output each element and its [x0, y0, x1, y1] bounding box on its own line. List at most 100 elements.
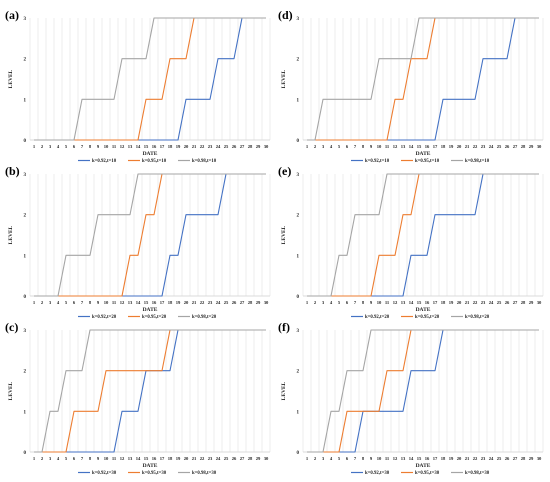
panel-label: (d): [278, 8, 293, 22]
y-tick-label: 1: [24, 410, 27, 415]
x-tick-label: 2: [314, 144, 317, 149]
x-tick-label: 6: [73, 456, 76, 461]
x-tick-label: 10: [104, 300, 109, 305]
x-tick-label: 23: [208, 456, 213, 461]
x-tick-label: 26: [232, 144, 237, 149]
x-tick-label: 7: [354, 456, 357, 461]
x-tick-label: 29: [256, 456, 261, 461]
y-tick-label: 1: [297, 410, 300, 415]
legend-label: k=0.92,t=20: [92, 315, 117, 320]
x-tick-label: 30: [264, 300, 269, 305]
x-tick-label: 30: [264, 456, 269, 461]
legend-label: k=0.95,t=10: [142, 159, 167, 164]
legend-label: k=0.98,t=10: [192, 159, 217, 164]
x-tick-label: 27: [513, 300, 518, 305]
series-line-1: [307, 17, 539, 141]
y-tick-label: 2: [24, 214, 27, 219]
x-tick-label: 4: [57, 144, 60, 149]
x-axis-title: DATE: [143, 463, 158, 469]
x-tick-label: 24: [489, 144, 494, 149]
x-tick-label: 17: [160, 300, 165, 305]
x-tick-label: 27: [240, 144, 245, 149]
x-tick-label: 10: [377, 456, 382, 461]
series-line-3: [307, 329, 539, 453]
y-tick-label: 0: [297, 139, 300, 144]
y-tick-label: 3: [297, 173, 300, 178]
y-tick-label: 2: [24, 370, 27, 375]
legend: k=0.92,t=30 k=0.95,t=30 k=0.98,t=30: [351, 471, 490, 476]
x-tick-label: 28: [521, 300, 526, 305]
x-tick-label: 16: [425, 456, 430, 461]
y-tick-label: 2: [24, 58, 27, 63]
x-tick-label: 3: [322, 456, 325, 461]
x-tick-label: 10: [104, 456, 109, 461]
x-tick-label: 8: [89, 456, 92, 461]
x-tick-label: 30: [537, 144, 542, 149]
x-tick-label: 20: [457, 300, 462, 305]
y-tick-label: 0: [24, 451, 27, 456]
x-tick-label: 11: [385, 456, 390, 461]
x-tick-label: 1: [306, 144, 309, 149]
x-tick-label: 21: [465, 456, 470, 461]
series-line-2: [34, 173, 266, 297]
x-tick-label: 26: [505, 456, 510, 461]
x-tick-label: 30: [264, 144, 269, 149]
x-tick-label: 15: [417, 300, 422, 305]
x-tick-label: 19: [449, 456, 454, 461]
x-tick-label: 6: [346, 144, 349, 149]
x-tick-label: 23: [208, 144, 213, 149]
x-tick-label: 5: [65, 300, 68, 305]
x-tick-label: 6: [73, 300, 76, 305]
x-tick-label: 12: [120, 300, 125, 305]
x-tick-label: 24: [216, 456, 221, 461]
series-line-1: [34, 173, 266, 297]
x-tick-label: 27: [513, 456, 518, 461]
y-axis-title: LEVEL: [8, 69, 14, 88]
x-tick-label: 25: [224, 144, 229, 149]
x-tick-label: 29: [256, 300, 261, 305]
x-tick-label: 14: [136, 144, 141, 149]
x-tick-label: 18: [168, 456, 173, 461]
x-tick-label: 13: [128, 144, 133, 149]
x-tick-label: 6: [346, 456, 349, 461]
y-tick-label: 0: [297, 295, 300, 300]
x-tick-label: 4: [330, 456, 333, 461]
x-tick-label: 9: [97, 300, 100, 305]
x-tick-label: 29: [529, 456, 534, 461]
x-tick-label: 20: [184, 144, 189, 149]
y-tick-label: 0: [24, 139, 27, 144]
y-tick-label: 2: [297, 370, 300, 375]
x-tick-label: 22: [473, 144, 478, 149]
x-tick-label: 7: [354, 300, 357, 305]
series-line-1: [34, 329, 266, 453]
x-axis-title: DATE: [143, 307, 158, 313]
x-tick-label: 28: [248, 144, 253, 149]
panel-label: (c): [5, 320, 18, 334]
x-tick-label: 10: [104, 144, 109, 149]
x-tick-label: 14: [409, 456, 414, 461]
x-tick-label: 8: [89, 144, 92, 149]
x-tick-label: 13: [401, 300, 406, 305]
x-tick-label: 13: [401, 144, 406, 149]
x-tick-label: 8: [362, 456, 365, 461]
x-tick-label: 19: [176, 300, 181, 305]
x-tick-label: 8: [362, 144, 365, 149]
legend-label: k=0.95,t=20: [142, 315, 167, 320]
legend: k=0.92,t=20 k=0.95,t=20 k=0.98,t=20: [351, 315, 490, 320]
legend-label: k=0.92,t=30: [365, 471, 390, 476]
x-tick-label: 25: [497, 456, 502, 461]
x-axis-title: DATE: [416, 307, 431, 313]
x-tick-label: 23: [481, 144, 486, 149]
x-tick-label: 22: [200, 300, 205, 305]
y-tick-label: 1: [297, 254, 300, 259]
x-tick-label: 15: [417, 144, 422, 149]
x-tick-label: 12: [120, 144, 125, 149]
x-tick-label: 14: [409, 144, 414, 149]
y-tick-label: 0: [24, 295, 27, 300]
x-tick-label: 16: [152, 300, 157, 305]
x-tick-label: 16: [425, 300, 430, 305]
y-tick-label: 3: [297, 17, 300, 22]
